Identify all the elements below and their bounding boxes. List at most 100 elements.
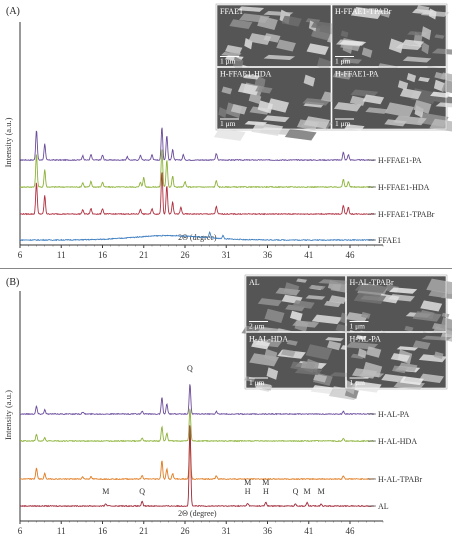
- crystal-shape: [412, 340, 431, 350]
- crystal-shape: [221, 86, 233, 95]
- series-label: H-AL-HDA: [378, 437, 417, 446]
- x-tick-label: 31: [222, 526, 231, 536]
- micrograph-0: FFAE1 1 μm: [216, 4, 348, 73]
- series-label: H-FFAE1-TPABr: [378, 210, 435, 219]
- crystal-shape: [340, 30, 349, 38]
- x-axis-label: 2Θ (degree): [178, 233, 217, 242]
- panel-label: (B): [6, 277, 19, 288]
- crystal-shape: [248, 33, 272, 45]
- micrograph-2: H-AL-HDA 1 μm: [244, 332, 361, 401]
- crystal-shape: [390, 353, 411, 362]
- crystal-shape: [404, 325, 414, 332]
- panel-b: (B) 6 11 16 21 26 31 36 41 46 2Θ (degree) Intensity…: [0, 269, 452, 550]
- crystal-shape: [380, 9, 391, 18]
- crystal-shape: [441, 79, 452, 94]
- crystal-shape: [340, 57, 362, 64]
- micrograph-border: [346, 332, 447, 389]
- x-axis-label: 2Θ (degree): [178, 509, 217, 518]
- crystal-shape: [350, 89, 379, 98]
- crystal-shape: [384, 119, 407, 127]
- crystal-shape: [224, 44, 243, 55]
- micrograph-label: H-AL-TPABr: [350, 278, 394, 287]
- crystal-shape: [281, 15, 302, 27]
- series-line-1: [19, 149, 375, 189]
- crystal-shape: [431, 48, 452, 55]
- y-axis-label: Intensity (a.u.): [3, 390, 13, 440]
- micrograph-label: H-FFAE1-TPABr: [335, 7, 392, 16]
- micrograph-border: [245, 275, 346, 332]
- scale-bar-label: 1 μm: [220, 57, 236, 66]
- x-tick-label: 31: [222, 250, 231, 260]
- micrograph-border: [331, 4, 447, 67]
- series-label: FFAE1: [378, 236, 401, 245]
- micrograph-label: H-FFAE1-PA: [335, 70, 379, 79]
- scale-bar-label: 1 μm: [249, 378, 265, 387]
- x-tick-label: 41: [304, 250, 313, 260]
- crystal-shape: [399, 376, 424, 386]
- crystal-shape: [396, 346, 419, 351]
- crystal-shape: [264, 348, 278, 362]
- crystal-shape: [388, 38, 404, 54]
- y-axis-label: Intensity (a.u.): [3, 117, 13, 167]
- crystal-shape: [349, 95, 366, 106]
- crystal-shape: [257, 15, 278, 30]
- crystal-shape: [275, 287, 301, 296]
- phase-label: M: [262, 478, 269, 487]
- crystal-shape: [350, 380, 382, 393]
- crystal-shape: [213, 128, 246, 141]
- crystal-shape: [255, 85, 273, 94]
- phase-label: M: [102, 487, 109, 496]
- series-line-2: [19, 435, 375, 481]
- micrograph-border: [245, 332, 346, 389]
- x-tick-label: 41: [304, 526, 313, 536]
- series-label: H-AL-TPABr: [378, 475, 422, 484]
- crystal-shape: [305, 295, 326, 300]
- crystal-shape: [221, 52, 242, 57]
- x-tick-label: 21: [139, 250, 148, 260]
- crystal-shape: [426, 278, 452, 295]
- micrograph-border: [216, 67, 332, 130]
- crystal-shape: [263, 11, 294, 17]
- micrograph-label: H-FFAE1-HDA: [220, 70, 272, 79]
- x-tick-label: 6: [18, 250, 23, 260]
- crystal-shape: [361, 311, 371, 319]
- crystal-shape: [421, 335, 452, 341]
- crystal-shape: [230, 103, 247, 115]
- crystal-shape: [428, 8, 437, 20]
- crystal-shape: [430, 91, 451, 98]
- crystal-shape: [311, 314, 343, 325]
- series-line-3: [19, 425, 375, 508]
- x-tick-label: 26: [181, 250, 191, 260]
- crystal-shape: [232, 56, 244, 71]
- x-tick-label: 26: [181, 526, 191, 536]
- crystal-shape: [263, 115, 290, 123]
- crystal-shape: [292, 300, 315, 309]
- micrograph-3: H-FFAE1-PA 1 μm: [331, 67, 452, 132]
- crystal-shape: [294, 367, 323, 376]
- phase-label: Q: [139, 487, 145, 496]
- crystal-shape: [257, 298, 283, 307]
- crystal-shape: [303, 116, 331, 129]
- crystal-shape: [327, 340, 342, 351]
- crystal-shape: [353, 292, 387, 304]
- phase-label: H: [263, 487, 269, 496]
- series-label: H-FFAE1-PA: [378, 156, 422, 165]
- micrograph-2: H-FFAE1-HDA 1 μm: [213, 67, 346, 141]
- crystal-shape: [306, 43, 329, 56]
- crystal-shape: [412, 9, 435, 15]
- crystal-shape: [303, 74, 316, 87]
- crystal-shape: [429, 118, 452, 132]
- crystal-shape: [418, 373, 444, 384]
- scale-bar-label: 2 μm: [249, 322, 265, 331]
- crystal-shape: [350, 7, 384, 20]
- crystal-shape: [362, 94, 385, 105]
- crystal-shape: [286, 339, 298, 346]
- crystal-shape: [296, 278, 308, 283]
- crystal-shape: [218, 107, 227, 118]
- micrograph-label: H-AL-HDA: [249, 335, 288, 344]
- x-tick-label: 6: [18, 526, 23, 536]
- crystal-shape: [263, 54, 296, 61]
- crystal-shape: [402, 56, 432, 63]
- crystal-shape: [354, 284, 389, 294]
- crystal-shape: [412, 311, 442, 322]
